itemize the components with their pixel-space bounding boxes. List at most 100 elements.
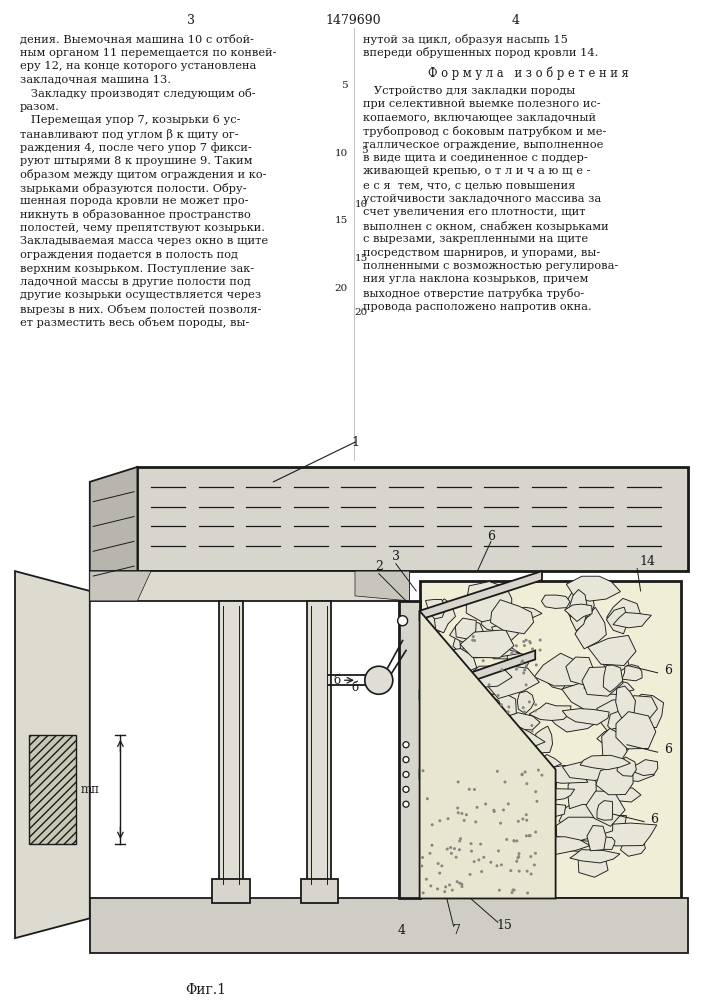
Text: в виде щита и соединенное с поддер-: в виде щита и соединенное с поддер-: [363, 153, 588, 163]
Polygon shape: [565, 840, 595, 852]
Circle shape: [496, 770, 499, 773]
Polygon shape: [618, 696, 658, 721]
Circle shape: [468, 788, 471, 791]
Polygon shape: [436, 694, 470, 708]
Circle shape: [496, 694, 500, 697]
Polygon shape: [496, 798, 529, 834]
Polygon shape: [507, 652, 528, 675]
Circle shape: [426, 797, 429, 800]
Polygon shape: [547, 671, 568, 690]
Polygon shape: [617, 757, 636, 776]
Circle shape: [525, 664, 527, 667]
Text: полостей, чему препятствуют козырьки.: полостей, чему препятствуют козырьки.: [20, 223, 265, 233]
Text: верхним козырьком. Поступление зак-: верхним козырьком. Поступление зак-: [20, 263, 254, 273]
Text: раждения 4, после чего упор 7 фикси-: раждения 4, после чего упор 7 фикси-: [20, 142, 252, 153]
Circle shape: [425, 878, 428, 881]
Text: шенная порода кровли не может про-: шенная порода кровли не может про-: [20, 196, 248, 206]
Polygon shape: [506, 781, 556, 804]
Polygon shape: [556, 817, 613, 841]
Polygon shape: [622, 665, 642, 681]
Circle shape: [496, 864, 498, 867]
Circle shape: [397, 616, 408, 626]
Polygon shape: [455, 618, 477, 639]
Polygon shape: [404, 832, 452, 849]
Polygon shape: [466, 756, 504, 788]
Text: при селективной выемке полезного ис-: при селективной выемке полезного ис-: [363, 99, 601, 109]
Polygon shape: [428, 752, 478, 774]
Circle shape: [455, 856, 457, 859]
Circle shape: [533, 863, 536, 866]
Polygon shape: [500, 713, 540, 730]
Circle shape: [520, 661, 523, 664]
Circle shape: [453, 847, 456, 850]
Polygon shape: [426, 599, 446, 619]
Text: выходное отверстие патрубка трубо-: выходное отверстие патрубка трубо-: [363, 288, 584, 299]
Polygon shape: [300, 879, 338, 903]
Circle shape: [421, 891, 425, 894]
Text: полненными с возможностью регулирова-: полненными с возможностью регулирова-: [363, 261, 619, 271]
Circle shape: [531, 647, 534, 650]
Circle shape: [534, 831, 537, 834]
Circle shape: [448, 883, 451, 886]
Polygon shape: [534, 653, 588, 686]
Text: никнуть в образованное пространство: никнуть в образованное пространство: [20, 210, 251, 221]
Circle shape: [460, 885, 464, 888]
Polygon shape: [419, 650, 535, 699]
Circle shape: [462, 819, 466, 822]
Polygon shape: [422, 730, 447, 763]
Circle shape: [499, 822, 502, 825]
Text: с вырезами, закрепленными на щите: с вырезами, закрепленными на щите: [363, 234, 588, 244]
Circle shape: [501, 668, 503, 671]
Circle shape: [522, 640, 525, 643]
Circle shape: [524, 770, 527, 773]
Circle shape: [479, 843, 482, 846]
Text: образом между щитом ограждения и ко-: образом между щитом ограждения и ко-: [20, 169, 267, 180]
Circle shape: [526, 892, 529, 895]
Polygon shape: [457, 817, 496, 835]
Polygon shape: [570, 850, 620, 863]
Circle shape: [465, 813, 468, 816]
Circle shape: [530, 872, 532, 875]
Polygon shape: [481, 681, 521, 695]
Polygon shape: [625, 694, 664, 728]
Polygon shape: [520, 852, 539, 868]
Polygon shape: [492, 832, 514, 853]
Circle shape: [365, 666, 393, 694]
Polygon shape: [90, 571, 151, 601]
Polygon shape: [603, 665, 623, 692]
Circle shape: [500, 863, 503, 866]
Circle shape: [473, 860, 476, 863]
Circle shape: [450, 852, 453, 855]
Polygon shape: [597, 801, 612, 820]
Text: б: б: [351, 681, 358, 694]
Polygon shape: [448, 854, 471, 887]
Circle shape: [403, 757, 409, 763]
Text: еру 12, на конце которого установлена: еру 12, на конце которого установлена: [20, 61, 257, 71]
Circle shape: [477, 858, 480, 861]
Circle shape: [493, 810, 496, 813]
Circle shape: [403, 801, 409, 807]
Text: ладочной массы в другие полости под: ладочной массы в другие полости под: [20, 277, 251, 287]
Polygon shape: [423, 718, 464, 730]
Text: Закладку производят следующим об-: Закладку производят следующим об-: [20, 88, 256, 99]
Circle shape: [421, 856, 424, 859]
Polygon shape: [591, 815, 626, 828]
Polygon shape: [419, 581, 682, 898]
Circle shape: [529, 641, 532, 644]
Circle shape: [507, 802, 510, 805]
Circle shape: [489, 861, 492, 864]
Circle shape: [456, 880, 459, 883]
Circle shape: [403, 786, 409, 792]
Circle shape: [403, 742, 409, 748]
Circle shape: [488, 683, 491, 686]
Polygon shape: [482, 665, 539, 699]
Circle shape: [534, 852, 537, 855]
Polygon shape: [137, 467, 688, 571]
Polygon shape: [485, 852, 508, 866]
Circle shape: [528, 640, 531, 643]
Polygon shape: [588, 635, 636, 666]
Circle shape: [521, 660, 524, 663]
Circle shape: [403, 771, 409, 777]
Text: вырезы в них. Объем полостей позволя-: вырезы в них. Объем полостей позволя-: [20, 304, 262, 315]
Polygon shape: [511, 607, 542, 618]
